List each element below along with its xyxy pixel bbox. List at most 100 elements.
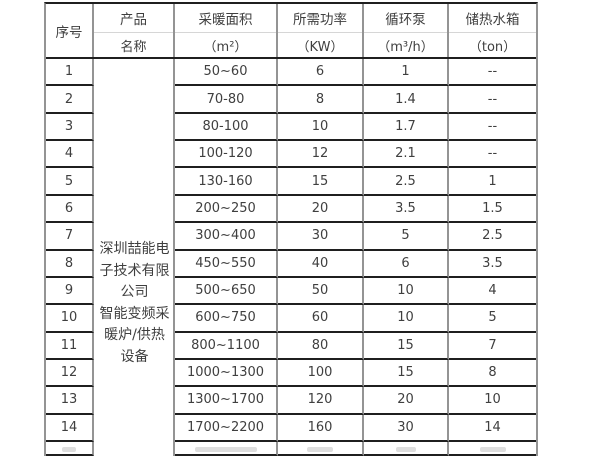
cell-circulation-pump: 15: [364, 332, 449, 360]
cell-storage-tank: 1: [449, 168, 536, 196]
table-row: 13 1300~1700 120 20 10: [46, 387, 536, 415]
cell-circulation-pump: 3.5: [364, 195, 449, 224]
column-header-tank-title: 储热水箱: [449, 4, 536, 33]
column-header-no: 序号: [46, 4, 94, 57]
cell-heating-area: 1000~1300: [175, 359, 278, 388]
table-row-partial: [46, 442, 536, 456]
cell-required-power: 30: [278, 223, 364, 251]
cell-required-power: 100: [278, 359, 364, 388]
cell-required-power: 120: [278, 387, 364, 415]
cell-required-power: 160: [278, 414, 364, 443]
cell-product-spacer: [94, 141, 175, 169]
cell-product-spacer: [94, 59, 175, 87]
cell-circulation-pump: 5: [364, 223, 449, 251]
column-header-pump-unit: （m³/h）: [377, 39, 434, 55]
cell-power-partial: [278, 442, 364, 456]
cell-storage-tank: --: [449, 114, 536, 142]
cell-required-power: 20: [278, 195, 364, 224]
cell-heating-area: 600~750: [175, 305, 278, 333]
cell-required-power: 10: [278, 113, 364, 142]
cell-heating-area: 450~550: [175, 250, 278, 278]
cell-product-spacer: [94, 86, 175, 114]
cell-no: 11: [46, 332, 94, 360]
cell-heating-area: 130-160: [175, 168, 278, 196]
table-row: 6 200~250 20 3.5 1.5: [46, 195, 536, 224]
cell-no: 3: [46, 113, 94, 142]
cell-heating-area: 300~400: [175, 223, 278, 251]
cell-no: 8: [46, 250, 94, 278]
cell-circulation-pump: 30: [364, 414, 449, 443]
table-body: 深圳喆能电 子技术有限 公司 智能变频采 暖炉/供热 设备 1 50~60 6 …: [46, 59, 536, 456]
cell-required-power: 6: [278, 59, 364, 87]
cell-heating-area: 500~650: [175, 277, 278, 306]
table-row: 2 70-80 8 1.4 --: [46, 86, 536, 114]
table-row: 8 450~550 40 6 3.5: [46, 250, 536, 278]
table-row: 14 1700~2200 160 30 14: [46, 414, 536, 443]
cell-product-spacer: [94, 414, 175, 443]
column-header-area-unit: （m²）: [203, 39, 248, 55]
cell-heating-area: 70-80: [175, 86, 278, 114]
cell-storage-tank: --: [449, 141, 536, 169]
cell-no: 13: [46, 387, 94, 415]
cell-required-power: 40: [278, 250, 364, 278]
cell-storage-tank: 5: [449, 305, 536, 333]
column-header-power-unit: （KW）: [296, 39, 344, 55]
cell-product-spacer: [94, 195, 175, 224]
cell-storage-tank: --: [449, 59, 536, 87]
cell-area-partial: [175, 442, 278, 456]
cell-product-spacer: [94, 223, 175, 251]
cell-pump-partial: [364, 442, 449, 456]
cell-product-spacer: [94, 332, 175, 360]
cell-heating-area: 50~60: [175, 59, 278, 87]
cell-no: 12: [46, 359, 94, 388]
table-row: 9 500~650 50 10 4: [46, 277, 536, 306]
cell-no: 7: [46, 223, 94, 251]
column-header-product-unit: 名称: [120, 39, 147, 55]
cell-required-power: 8: [278, 86, 364, 114]
column-header-area: 采暖面积 （m²）: [175, 4, 278, 57]
cell-tank-partial: [449, 442, 536, 456]
column-header-product-title: 产品: [94, 4, 173, 33]
cell-no-partial: [46, 442, 94, 456]
cell-product-spacer: [94, 442, 175, 456]
cell-no: 5: [46, 168, 94, 196]
cell-heating-area: 100-120: [175, 141, 278, 169]
cell-heating-area: 800~1100: [175, 332, 278, 360]
cell-storage-tank: 14: [449, 415, 536, 443]
cell-circulation-pump: 1.4: [364, 86, 449, 114]
cell-heating-area: 1300~1700: [175, 387, 278, 415]
cell-product-spacer: [94, 277, 175, 306]
column-header-tank-unit: （ton）: [468, 39, 517, 55]
cell-storage-tank: 1.5: [449, 196, 536, 224]
table-row: 3 80-100 10 1.7 --: [46, 113, 536, 142]
cell-circulation-pump: 2.1: [364, 141, 449, 169]
table-row: 11 800~1100 80 15 7: [46, 332, 536, 360]
cell-required-power: 15: [278, 168, 364, 196]
cell-heating-area: 80-100: [175, 113, 278, 142]
cell-heating-area: 200~250: [175, 195, 278, 224]
cell-required-power: 60: [278, 305, 364, 333]
cell-circulation-pump: 2.5: [364, 168, 449, 196]
column-header-tank: 储热水箱 （ton）: [449, 4, 536, 57]
cell-storage-tank: --: [449, 86, 536, 114]
column-header-pump-title: 循环泵: [364, 4, 447, 33]
table-header-row: 序号 产品 名称 采暖面积 （m²） 所需功率 （KW） 循环泵 （m³/h） …: [46, 4, 536, 59]
cell-storage-tank: 4: [449, 278, 536, 306]
cell-circulation-pump: 6: [364, 250, 449, 278]
cell-storage-tank: 2.5: [449, 223, 536, 251]
cell-storage-tank: 3.5: [449, 251, 536, 278]
column-header-area-title: 采暖面积: [175, 4, 276, 33]
cell-required-power: 80: [278, 332, 364, 360]
cell-circulation-pump: 10: [364, 277, 449, 306]
cell-circulation-pump: 1: [364, 59, 449, 87]
table-row: 4 100-120 12 2.1 --: [46, 141, 536, 169]
cell-heating-area: 1700~2200: [175, 414, 278, 443]
column-header-power: 所需功率 （KW）: [278, 4, 364, 57]
column-header-power-title: 所需功率: [278, 4, 362, 33]
table-row: 10 600~750 60 10 5: [46, 305, 536, 333]
table-row: 5 130-160 15 2.5 1: [46, 168, 536, 196]
column-header-product: 产品 名称: [94, 4, 175, 57]
cell-required-power: 12: [278, 141, 364, 169]
cell-circulation-pump: 15: [364, 359, 449, 388]
cell-product-spacer: [94, 359, 175, 388]
